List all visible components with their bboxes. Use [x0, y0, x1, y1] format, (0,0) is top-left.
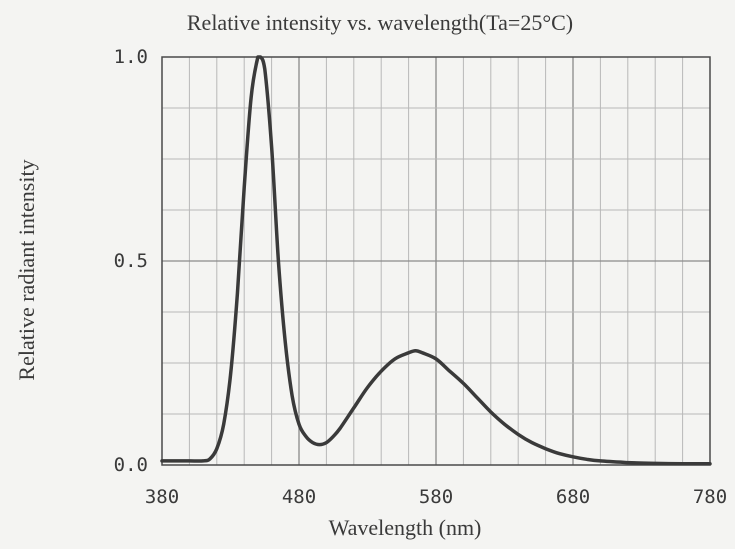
- x-tick-label: 480: [282, 486, 316, 508]
- x-tick-label: 780: [693, 486, 727, 508]
- x-tick-label: 580: [419, 486, 453, 508]
- plot-frame: [161, 56, 711, 466]
- x-tick-labels: 380 480 580 680 780: [145, 486, 727, 508]
- y-tick-label: 0.5: [114, 250, 148, 272]
- x-axis-title: Wavelength (nm): [329, 515, 482, 540]
- x-tick-label: 380: [145, 486, 179, 508]
- y-tick-labels: 0.0 0.5 1.0: [114, 46, 148, 476]
- y-tick-label: 1.0: [114, 46, 148, 68]
- series-line: [160, 55, 712, 466]
- chart-title: Relative intensity vs. wavelength(Ta=25°…: [187, 10, 573, 35]
- y-axis-title: Relative radiant intensity: [14, 159, 39, 380]
- y-tick-label: 0.0: [114, 454, 148, 476]
- grid: [162, 57, 710, 465]
- x-tick-label: 680: [556, 486, 590, 508]
